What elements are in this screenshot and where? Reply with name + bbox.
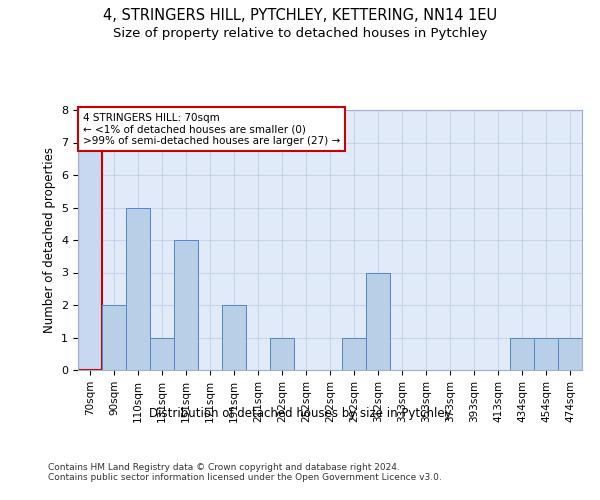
Bar [102,305,126,370]
Bar [126,208,150,370]
Bar [150,338,174,370]
Text: Contains HM Land Registry data © Crown copyright and database right 2024.
Contai: Contains HM Land Registry data © Crown c… [48,462,442,482]
Bar [366,272,390,370]
Y-axis label: Number of detached properties: Number of detached properties [43,147,56,333]
Bar [342,338,366,370]
Bar [270,338,294,370]
Bar [534,338,558,370]
Bar [222,305,246,370]
Text: 4, STRINGERS HILL, PYTCHLEY, KETTERING, NN14 1EU: 4, STRINGERS HILL, PYTCHLEY, KETTERING, … [103,8,497,22]
Bar [78,142,102,370]
Text: Distribution of detached houses by size in Pytchley: Distribution of detached houses by size … [149,408,451,420]
Text: 4 STRINGERS HILL: 70sqm
← <1% of detached houses are smaller (0)
>99% of semi-de: 4 STRINGERS HILL: 70sqm ← <1% of detache… [83,112,340,146]
Bar [174,240,198,370]
Text: Size of property relative to detached houses in Pytchley: Size of property relative to detached ho… [113,28,487,40]
Bar [510,338,534,370]
Bar [558,338,582,370]
